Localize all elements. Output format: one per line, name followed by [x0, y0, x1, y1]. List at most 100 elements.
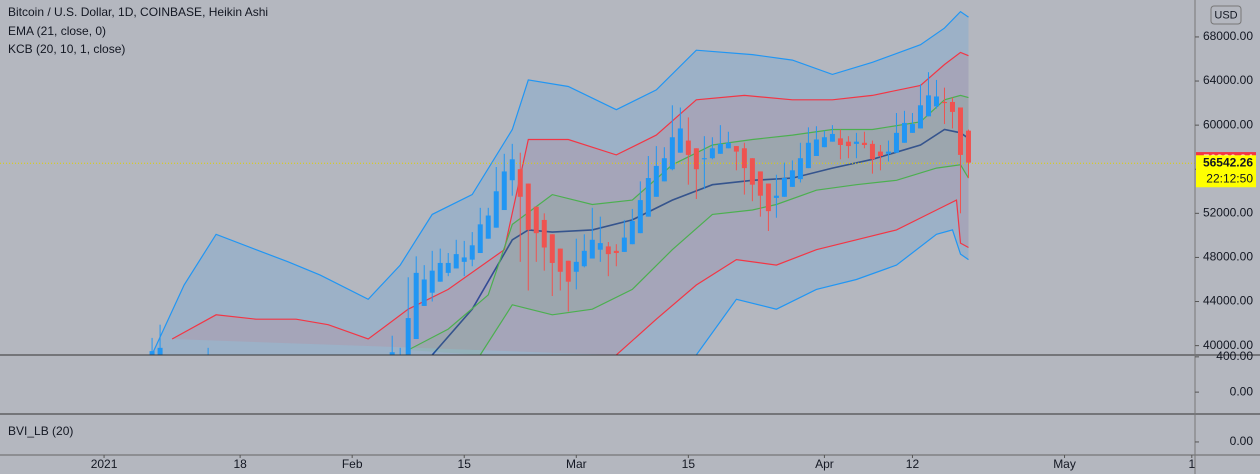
- currency[interactable]: USD: [1214, 9, 1237, 21]
- chart-title: Bitcoin / U.S. Dollar, 1D, COINBASE, Hei…: [8, 5, 268, 19]
- price-plot: [0, 10, 1195, 355]
- candle-body: [573, 261, 579, 272]
- band-upper: [171, 51, 969, 340]
- candle-body: [861, 142, 867, 145]
- candle-body: [149, 351, 155, 355]
- y-tick-label: 400.00: [1216, 349, 1253, 363]
- band-lower: [615, 199, 969, 355]
- candle-body: [765, 183, 771, 212]
- band-fill: [408, 95, 969, 355]
- candle-body: [437, 262, 443, 282]
- candle-body: [717, 143, 723, 154]
- indicator-label: KCB (20, 10, 1, close): [8, 42, 125, 56]
- candle-body: [621, 237, 627, 252]
- candle-body: [653, 165, 659, 197]
- candle-body: [709, 148, 715, 159]
- candle-body: [405, 318, 411, 355]
- candle-body: [901, 122, 907, 143]
- candle-body: [525, 183, 531, 230]
- y-tick-label: 44000.00: [1203, 294, 1253, 308]
- candle-body: [613, 250, 619, 254]
- y-tick-label: 0.00: [1230, 434, 1254, 448]
- candle-body: [869, 143, 875, 160]
- x-tick-label: 12: [906, 457, 920, 471]
- candle-body: [453, 254, 459, 269]
- candle-body: [501, 171, 507, 211]
- candle-body: [885, 151, 891, 154]
- y-tick-label: 0.00: [1230, 384, 1254, 398]
- candle-body: [701, 158, 707, 160]
- candle-body: [597, 243, 603, 250]
- pane-title: BVI_LB (20): [8, 424, 73, 438]
- x-tick-label: Feb: [342, 457, 363, 471]
- candle-body: [445, 262, 451, 273]
- candle-body: [933, 96, 939, 107]
- candle-body: [845, 141, 851, 147]
- candle-body: [493, 191, 499, 228]
- candle-body: [581, 250, 587, 267]
- x-tick-label: 18: [233, 457, 247, 471]
- candle-body: [773, 195, 779, 198]
- candle-body: [965, 130, 971, 163]
- candle-body: [877, 151, 883, 157]
- candle-body: [485, 215, 491, 239]
- candle-body: [605, 246, 611, 255]
- candle-body: [781, 178, 787, 197]
- candle-body: [477, 224, 483, 254]
- y-tick-label: 60000.00: [1203, 117, 1253, 131]
- candle-body: [661, 158, 667, 182]
- candle-body: [813, 139, 819, 157]
- candle-body: [429, 270, 435, 293]
- candle-body: [509, 159, 515, 181]
- candle-body: [797, 158, 803, 180]
- band-fill: [172, 52, 969, 355]
- price-label-box: [1196, 155, 1256, 188]
- x-tick-label: 15: [458, 457, 472, 471]
- candle-body: [829, 133, 835, 142]
- y-tick-label: 48000.00: [1203, 250, 1253, 264]
- candle-body: [589, 239, 595, 259]
- candle-body: [677, 128, 683, 153]
- price-label: 56542.26: [1203, 155, 1253, 169]
- candle-body: [629, 221, 635, 245]
- x-tick-label: Mar: [566, 457, 587, 471]
- candle-body: [533, 206, 539, 234]
- candle-body: [853, 141, 859, 144]
- candle-body: [461, 257, 467, 262]
- candle-body: [909, 124, 915, 133]
- candle-body: [941, 101, 947, 104]
- y-tick-label: 40000.00: [1203, 338, 1253, 352]
- candle-body: [637, 200, 643, 234]
- x-tick-label: Apr: [815, 457, 834, 471]
- candle-body: [893, 132, 899, 153]
- candle-body: [917, 105, 923, 129]
- candle-body: [565, 260, 571, 282]
- ema-line: [431, 128, 969, 355]
- candle-body: [725, 142, 731, 149]
- candle-body: [541, 219, 547, 248]
- countdown: 22:12:50: [1206, 171, 1253, 185]
- candle-body: [389, 352, 395, 355]
- candle-body: [549, 234, 555, 263]
- x-tick-label: 1: [1188, 457, 1195, 471]
- candle-body: [957, 107, 963, 155]
- indicator-label: EMA (21, close, 0): [8, 24, 106, 38]
- candle-body: [421, 279, 427, 306]
- candle-body: [669, 137, 675, 170]
- candle-body: [733, 146, 739, 152]
- candle-body: [685, 140, 691, 155]
- candle-body: [413, 272, 419, 340]
- candle-body: [749, 158, 755, 185]
- candle-body: [805, 142, 811, 169]
- candle-body: [741, 148, 747, 169]
- candle-body: [693, 148, 699, 170]
- y-tick-label: 52000.00: [1203, 206, 1253, 220]
- axes: 68000.0064000.0060000.0056000.0052000.00…: [91, 29, 1256, 471]
- y-tick-label: 68000.00: [1203, 29, 1253, 43]
- candle-body: [949, 101, 955, 112]
- currency-button[interactable]: [1210, 5, 1242, 25]
- candle-body: [557, 248, 563, 272]
- candle-body: [645, 178, 651, 217]
- candle-body: [469, 245, 475, 260]
